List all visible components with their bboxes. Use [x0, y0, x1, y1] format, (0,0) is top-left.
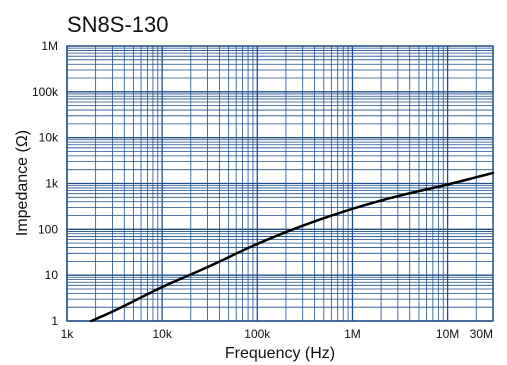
x-tick-label: 1k [61, 327, 75, 341]
y-tick-labels: 1 10 100 1k 10k 100k 1M [32, 39, 59, 328]
y-tick-label: 10 [45, 268, 59, 282]
x-tick-label: 1M [344, 327, 361, 341]
plot-frame [66, 45, 494, 322]
y-axis-label: Impedance (Ω) [14, 130, 31, 236]
y-tick-label: 1k [45, 177, 59, 191]
y-tick-label: 1M [41, 39, 58, 53]
grid [66, 46, 494, 322]
x-axis-label: Frequency (Hz) [225, 345, 335, 362]
y-tick-label: 100k [32, 85, 59, 99]
x-tick-label: 100k [244, 327, 271, 341]
y-tick-label: 100 [38, 222, 58, 236]
impedance-curve [90, 171, 495, 323]
y-tick-label: 1 [51, 314, 58, 328]
x-tick-label: 10M [436, 327, 459, 341]
x-tick-label: 30M [470, 327, 493, 341]
y-tick-label: 10k [39, 131, 59, 145]
chart-title: SN8S-130 [67, 12, 169, 37]
x-tick-labels: 1k 10k 100k 1M 10M 30M [61, 327, 493, 341]
x-tick-label: 10k [152, 327, 172, 341]
